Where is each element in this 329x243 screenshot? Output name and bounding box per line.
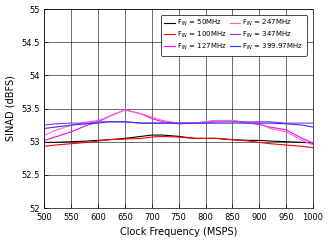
Legend: F$_{IN}$ = 50MHz, F$_{IN}$ = 100MHz, F$_{IN}$ = 127MHz, F$_{IN}$ = 247MHz, F$_{I: F$_{IN}$ = 50MHz, F$_{IN}$ = 100MHz, F$_… (161, 15, 307, 56)
Y-axis label: SINAD (dBFS): SINAD (dBFS) (6, 76, 15, 141)
X-axis label: Clock Frequency (MSPS): Clock Frequency (MSPS) (120, 227, 238, 237)
